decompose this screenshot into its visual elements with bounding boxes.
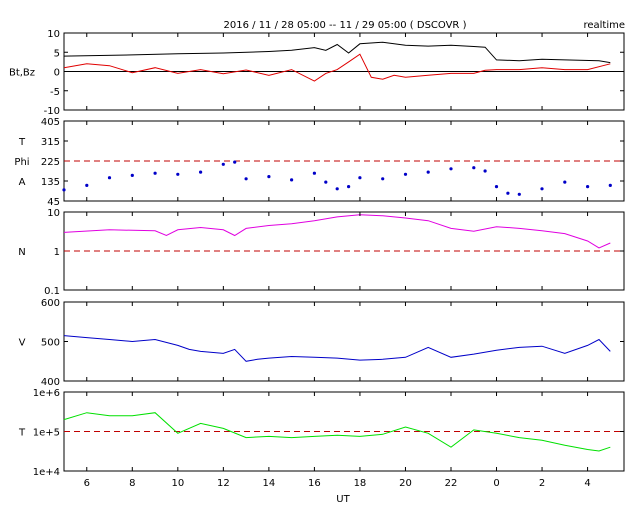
- y-tick-label: 1e+6: [33, 388, 60, 399]
- y-tick-label: 0: [54, 68, 60, 79]
- x-axis-ticks: 6 8 10 12 14 16 18 20 22 0 2 4: [84, 33, 591, 489]
- x-tick-label: 12: [217, 478, 230, 489]
- x-tick-label: 6: [84, 478, 90, 489]
- y-tick-label: 500: [41, 338, 60, 349]
- data-point: [449, 167, 453, 171]
- x-tick-label: 2: [539, 478, 545, 489]
- data-point: [335, 187, 339, 191]
- y-tick-label: 5: [54, 48, 60, 59]
- chart-panels: 10 5 0 -5 -10 Bt,Bz 405 315 225 135 45 T Phi A 10 1 0.1 N…: [9, 29, 625, 478]
- data-point: [586, 185, 590, 189]
- panel-1: 405 315 225 135 45 T Phi A: [14, 117, 625, 208]
- y-tick-label: 0.1: [44, 286, 60, 297]
- y-axis-label: T: [18, 137, 26, 148]
- x-tick-label: 20: [399, 478, 412, 489]
- series-line-bz: [63, 53, 611, 82]
- y-axis-label: A: [19, 177, 26, 188]
- data-point: [472, 166, 476, 170]
- panel-0: 10 5 0 -5 -10 Bt,Bz: [9, 29, 625, 117]
- x-tick-label: 8: [129, 478, 135, 489]
- x-tick-label: 4: [584, 478, 590, 489]
- y-tick-label: 135: [41, 177, 60, 188]
- chart-title: 2016 / 11 / 28 05:00 -- 11 / 29 05:00 ( …: [224, 20, 467, 31]
- data-point: [233, 160, 237, 164]
- y-tick-label: 45: [47, 197, 60, 208]
- data-point: [403, 172, 408, 176]
- data-point: [107, 176, 112, 180]
- x-tick-label: 14: [263, 478, 276, 489]
- x-tick-label: 22: [445, 478, 458, 489]
- data-point: [608, 183, 612, 187]
- data-point: [176, 172, 180, 176]
- y-tick-label: 400: [41, 377, 60, 388]
- data-point: [517, 192, 521, 196]
- y-tick-label: 315: [41, 137, 60, 148]
- y-axis-label: Bt,Bz: [9, 68, 35, 79]
- series-line-t: [63, 412, 611, 452]
- data-point: [426, 170, 430, 174]
- y-tick-label: 1e+5: [33, 428, 60, 439]
- y-tick-label: 225: [41, 157, 60, 168]
- y-tick-label: 405: [41, 117, 60, 128]
- data-point: [244, 177, 248, 181]
- y-tick-label: 10: [47, 29, 60, 40]
- panel-2: 10 1 0.1 N: [18, 208, 625, 297]
- data-point: [563, 180, 567, 184]
- x-tick-label: 0: [493, 478, 499, 489]
- data-point: [312, 171, 316, 175]
- data-point: [324, 180, 328, 184]
- x-axis-label: UT: [336, 494, 350, 505]
- y-tick-label: -5: [50, 87, 60, 98]
- data-point: [483, 169, 487, 173]
- series-line-bt: [63, 41, 611, 64]
- realtime-badge: realtime: [583, 20, 625, 31]
- y-axis-label: N: [18, 247, 25, 258]
- data-point: [540, 187, 544, 191]
- x-tick-label: 16: [308, 478, 321, 489]
- panel-4: 1e+6 1e+5 1e+4 T: [18, 388, 625, 478]
- data-point: [199, 170, 203, 174]
- y-tick-label: -10: [44, 106, 60, 117]
- y-axis-label: V: [19, 338, 26, 349]
- panel-frame: [63, 301, 625, 382]
- data-point: [130, 173, 134, 177]
- y-tick-label: 1: [54, 247, 60, 258]
- series-line-v: [63, 335, 611, 362]
- data-point: [381, 177, 385, 181]
- data-point: [85, 183, 89, 187]
- x-tick-label: 18: [354, 478, 367, 489]
- y-tick-label: 600: [41, 298, 60, 309]
- panel-3: 600 500 400 V: [19, 298, 625, 388]
- data-point: [267, 175, 271, 179]
- data-point: [221, 162, 225, 166]
- data-point: [347, 185, 351, 189]
- y-axis-label: T: [18, 428, 26, 439]
- data-point: [494, 185, 499, 189]
- data-point: [506, 191, 510, 195]
- series-line-n: [63, 214, 611, 249]
- x-tick-label: 10: [171, 478, 184, 489]
- data-point: [358, 176, 362, 180]
- y-tick-label: 10: [47, 208, 60, 219]
- data-point: [153, 171, 157, 175]
- data-point: [62, 188, 66, 192]
- data-point: [290, 178, 294, 182]
- y-tick-label: 1e+4: [33, 467, 60, 478]
- y-axis-label: Phi: [14, 157, 29, 168]
